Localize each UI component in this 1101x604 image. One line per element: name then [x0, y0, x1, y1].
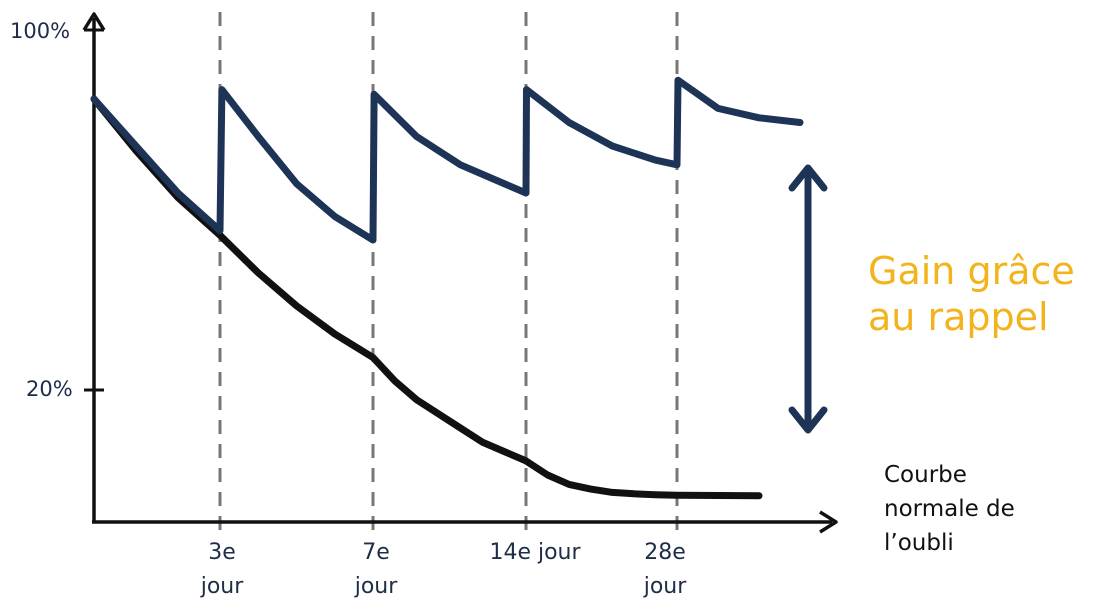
y-tick-label-20: 20% — [26, 377, 73, 401]
x-tick-label-14: 14e jour — [489, 540, 581, 565]
x-axis-arrowhead — [819, 510, 838, 534]
reminder-lines — [218, 12, 679, 530]
gain-arrow — [788, 164, 828, 434]
axes — [82, 12, 838, 534]
gain-arrow-head-up — [788, 164, 828, 192]
gain-arrow-head-down — [788, 406, 828, 434]
x-tick-label-28: 28e jour — [643, 540, 687, 599]
curves — [90, 76, 804, 500]
y-axis-arrowhead — [82, 12, 106, 31]
y-tick-label-100: 100% — [10, 19, 71, 43]
series-normal-forgetting — [90, 95, 763, 500]
series-with-reminders — [90, 76, 804, 244]
normal-curve-label: Courbe normale de l’oubli — [884, 462, 1015, 556]
x-tick-label-3: 3e jour — [200, 540, 244, 599]
gain-label: Gain grâce au rappel — [868, 249, 1075, 339]
x-tick-label-7: 7e jour — [354, 540, 398, 599]
